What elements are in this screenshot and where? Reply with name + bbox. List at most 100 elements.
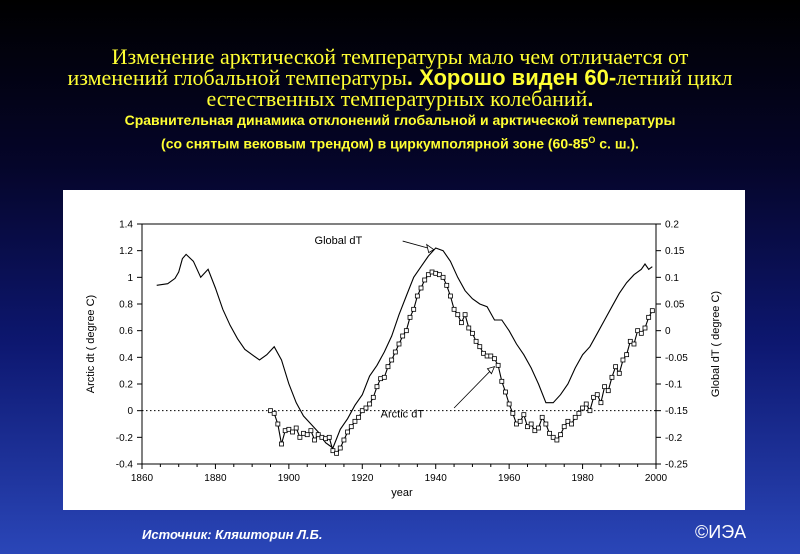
arctic-dt-point: [510, 410, 516, 416]
arctic-dt-point: [554, 437, 560, 443]
y-right-tick-label: 0.05: [665, 300, 685, 311]
arctic-dt-point: [539, 414, 545, 420]
arctic-dt-point: [308, 428, 314, 434]
title-text-2c: 60-: [584, 65, 617, 90]
arctic-dt-point: [403, 328, 409, 334]
arctic-dt-point: [356, 414, 362, 420]
y-left-tick-label: 0: [127, 406, 133, 417]
arctic-dt-point: [396, 341, 402, 347]
arctic-dt-point: [613, 364, 619, 370]
arctic-dt-point: [594, 392, 600, 398]
arctic-dt-point: [536, 425, 541, 431]
arctic-dt-point: [436, 272, 442, 278]
y-right-tick-label: 0.15: [665, 246, 685, 257]
title-text-2a: изменений глобальной температуры: [67, 65, 407, 90]
y-left-tick-label: 1: [127, 273, 133, 284]
arctic-dt-point: [506, 401, 512, 407]
y-left-tick-label: -0.2: [116, 433, 134, 444]
slide-title-line-2: изменений глобальной температуры. Хорошо…: [0, 67, 800, 89]
arctic-dt-point: [576, 410, 582, 416]
y-right-tick-label: -0.1: [665, 380, 683, 391]
arctic-dt-point: [631, 341, 637, 347]
y-left-tick-label: 0.6: [119, 326, 133, 337]
y-right-tick-label: 0.2: [665, 220, 679, 231]
arctic-dt-point: [279, 441, 284, 447]
arctic-dt-point: [646, 314, 652, 320]
chart-subtitle-line-2: (со снятым вековым трендом) в циркумполя…: [0, 131, 800, 153]
arctic-dt-point: [440, 274, 446, 280]
arctic-dt-point: [514, 421, 519, 427]
arctic-dt-point: [492, 356, 497, 362]
subtitle-degree-sup: O: [588, 135, 596, 145]
arctic-dt-point: [499, 378, 505, 384]
arctic-dt-point: [444, 282, 450, 288]
x-tick-label: 1940: [425, 473, 448, 484]
arctic-dt-point: [337, 445, 343, 451]
arctic-dt-point: [477, 344, 483, 350]
x-tick-label: 1960: [498, 473, 521, 484]
arctic-dt-point: [532, 428, 538, 434]
arctic-dt-point: [345, 429, 351, 435]
arctic-dt-point: [587, 408, 593, 414]
arctic-dt-point: [304, 432, 310, 438]
arctic-dt-point: [473, 338, 479, 344]
arctic-dt-point: [447, 293, 453, 299]
arctic-dt-point: [638, 330, 644, 336]
y-left-tick-label: 1.4: [119, 220, 133, 231]
arctic-dt-point: [381, 374, 387, 380]
arctic-dt-point: [602, 384, 607, 390]
arctic-dt-point: [425, 272, 431, 278]
arctic-dt-point: [580, 405, 585, 411]
arctic-dt-point: [459, 320, 464, 326]
y-left-tick-label: 0.2: [119, 380, 133, 391]
arctic-dt-point: [389, 357, 395, 363]
arctic-dt-point: [348, 424, 354, 430]
arctic-dt-point: [561, 424, 567, 430]
arctic-dt-point: [565, 418, 571, 424]
arctic-dt-point: [411, 306, 417, 312]
arctic-dt-annotation: Arctic dT: [381, 408, 425, 420]
y-right-tick-label: 0.1: [665, 273, 679, 284]
arctic-dt-arrow-head: [486, 366, 496, 375]
arctic-dt-point: [488, 353, 494, 359]
arctic-dt-point: [271, 410, 277, 416]
title-text-3a: естественных температурных колебаний: [206, 86, 588, 111]
title-text-2d: летний цикл: [616, 65, 733, 90]
arctic-dt-point: [422, 277, 428, 283]
arctic-dt-point: [624, 352, 630, 358]
slide-title-line-1: Изменение арктической температуры мало ч…: [0, 46, 800, 68]
arctic-dt-point: [481, 350, 486, 356]
arctic-dt-point: [370, 394, 376, 400]
arctic-dt-point: [569, 421, 574, 427]
arctic-dt-point: [649, 308, 655, 314]
subtitle-text-2a: (со снятым вековым трендом) в циркумполя…: [161, 135, 589, 152]
arctic-dt-point: [451, 306, 457, 312]
arctic-dt-point: [392, 349, 398, 355]
x-tick-label: 1900: [278, 473, 301, 484]
arctic-dt-point: [297, 434, 303, 440]
arctic-dt-point: [517, 418, 523, 424]
arctic-dt-point: [268, 408, 273, 414]
arctic-dt-point: [293, 425, 299, 431]
arctic-dt-point: [528, 421, 534, 427]
y-right-tick-label: -0.25: [665, 460, 688, 471]
slide-title-line-3: естественных температурных колебаний.: [0, 88, 800, 110]
arctic-dt-point: [334, 450, 339, 456]
y-left-tick-label: 0.4: [119, 353, 133, 364]
y-left-tick-label: 1.2: [119, 246, 133, 257]
global-dt-annotation: Global dT: [315, 235, 363, 247]
x-tick-label: 2000: [645, 473, 668, 484]
chart-panel: 1860 1880 1900 1920 1940 1960 1980 2000 -0.4 -0.2…: [63, 190, 745, 510]
arctic-dt-point: [572, 414, 578, 420]
arctic-dt-point: [583, 401, 589, 407]
arctic-dt-point: [414, 293, 420, 299]
arctic-dt-point: [605, 388, 611, 394]
x-tick-label: 1980: [571, 473, 594, 484]
arctic-dt-point: [525, 424, 530, 430]
arctic-dt-point: [312, 437, 317, 443]
global-dt-arrow-head: [426, 243, 435, 254]
arctic-dt-point: [598, 400, 604, 406]
arctic-dt-point: [286, 426, 292, 432]
arctic-dt-point: [642, 325, 648, 331]
chart-subtitle-line-1: Сравнительная динамика отклонений глобал…: [0, 111, 800, 129]
